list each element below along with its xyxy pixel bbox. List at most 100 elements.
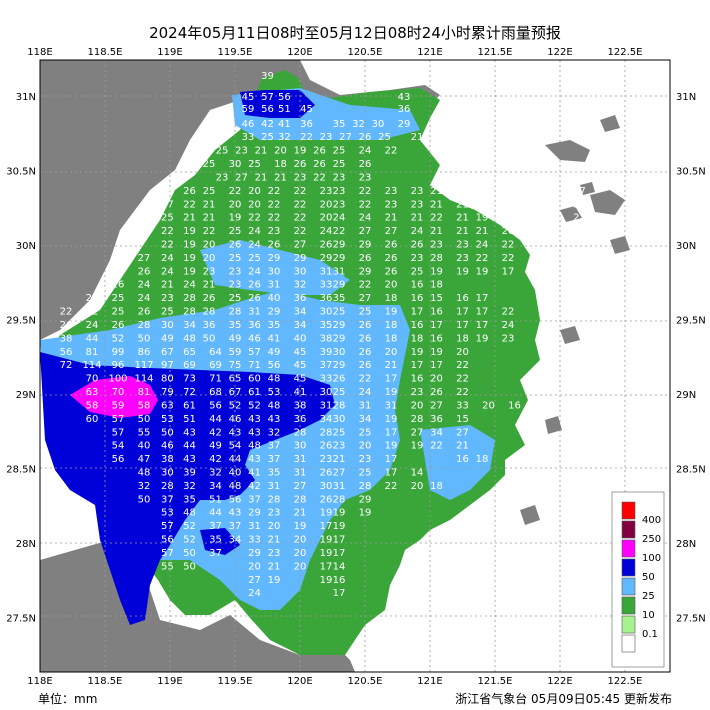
station-value: 43 — [229, 508, 242, 519]
station-value: 25 — [203, 186, 216, 197]
station-value: 16 — [456, 454, 469, 465]
station-value: 27 — [359, 293, 372, 304]
station-value: 22 — [294, 213, 307, 224]
station-value: 21 — [385, 213, 398, 224]
station-value: 22 — [268, 213, 281, 224]
station-value: 31 — [359, 400, 372, 411]
station-value: 19 — [229, 213, 242, 224]
station-value: 27 — [430, 400, 443, 411]
station-value: 20 — [203, 240, 216, 251]
station-value: 23 — [268, 548, 281, 559]
station-value: 46 — [229, 414, 242, 425]
lat-tick-label: 31N — [676, 92, 696, 103]
station-value: 56 — [278, 92, 291, 103]
lon-tick-label: 118E — [27, 47, 52, 58]
legend-swatch — [621, 577, 636, 596]
station-value: 21 — [456, 213, 469, 224]
station-value: 25 — [333, 427, 346, 438]
station-value: 30 — [333, 347, 346, 358]
legend-box — [611, 491, 665, 668]
station-value: 26 — [320, 441, 333, 452]
grid-lines — [40, 60, 670, 672]
station-value: 21 — [385, 360, 398, 371]
station-value: 34 — [320, 414, 333, 425]
station-value: 34 — [294, 307, 307, 318]
station-value: 57 — [161, 548, 174, 559]
station-value: 40 — [229, 468, 242, 479]
station-value: 27 — [235, 173, 248, 184]
station-value: 19 — [320, 508, 333, 519]
station-value: 15 — [430, 293, 443, 304]
station-value: 17 — [333, 588, 346, 599]
station-value: 25 — [411, 266, 424, 277]
station-value: 22 — [161, 226, 174, 237]
station-value: 17 — [430, 360, 443, 371]
station-value: 23 — [320, 454, 333, 465]
station-value: 21 — [450, 186, 463, 197]
station-value: 25 — [112, 293, 125, 304]
station-value: 34 — [209, 481, 222, 492]
station-value: 25 — [359, 307, 372, 318]
station-value: 35 — [333, 293, 346, 304]
station-value: 18 — [411, 333, 424, 344]
station-value: 26 — [385, 266, 398, 277]
station-value: 30 — [320, 307, 333, 318]
station-value: 27 — [294, 240, 307, 251]
station-value: 81 — [86, 347, 99, 358]
station-value: 100 — [108, 374, 127, 385]
station-value: 21 — [430, 199, 443, 210]
station-value: 42 — [209, 454, 222, 465]
station-value: 24 — [320, 226, 333, 237]
station-value: 50 — [203, 333, 216, 344]
station-value: 35 — [183, 494, 196, 505]
station-value: 37 — [268, 441, 281, 452]
station-value: 32 — [183, 481, 196, 492]
station-value: 33 — [320, 280, 333, 291]
station-value: 17 — [476, 307, 489, 318]
station-value: 75 — [229, 360, 242, 371]
station-value: 17 — [385, 454, 398, 465]
station-value: 30 — [268, 266, 281, 277]
station-value: 26 — [385, 253, 398, 264]
station-value: 20 — [482, 400, 495, 411]
station-value: 23 — [216, 173, 229, 184]
station-value: 20 — [294, 535, 307, 546]
station-value: 50 — [138, 333, 151, 344]
station-value: 30 — [320, 481, 333, 492]
station-value: 19 — [183, 266, 196, 277]
station-value: 71 — [209, 374, 222, 385]
station-value: 32 — [268, 427, 281, 438]
legend-label: 100 — [642, 553, 661, 564]
station-value: 20 — [248, 186, 261, 197]
station-value: 57 — [248, 347, 261, 358]
station-value: 24 — [502, 320, 515, 331]
station-value: 19 — [183, 240, 196, 251]
rain-50-100-north — [240, 90, 315, 118]
station-value: 26 — [112, 320, 125, 331]
station-value: 69 — [209, 360, 222, 371]
station-value: 49 — [229, 333, 242, 344]
station-value: 22 — [359, 199, 372, 210]
station-value: 21 — [476, 226, 489, 237]
station-value: 16 — [333, 575, 346, 586]
lon-tick-label: 120.5E — [348, 676, 383, 687]
lon-tick-label: 120E — [287, 47, 312, 58]
station-value: 26 — [359, 333, 372, 344]
station-value: 30 — [320, 387, 333, 398]
lon-tick-label: 120.5E — [348, 47, 383, 58]
station-value: 22 — [430, 213, 443, 224]
station-value: 30 — [294, 266, 307, 277]
station-value: 24 — [359, 387, 372, 398]
station-value: 22 — [183, 199, 196, 210]
station-value: 52 — [229, 400, 242, 411]
station-value: 32 — [138, 481, 151, 492]
station-value: 36 — [430, 414, 443, 425]
station-value: 21 — [411, 132, 424, 143]
station-value: 28 — [229, 307, 242, 318]
station-value: 60 — [248, 374, 261, 385]
station-value: 27 — [411, 427, 424, 438]
legend-swatch — [621, 634, 636, 653]
station-value: 73 — [183, 374, 196, 385]
station-value: 26 — [359, 360, 372, 371]
station-value: 25 — [359, 468, 372, 479]
